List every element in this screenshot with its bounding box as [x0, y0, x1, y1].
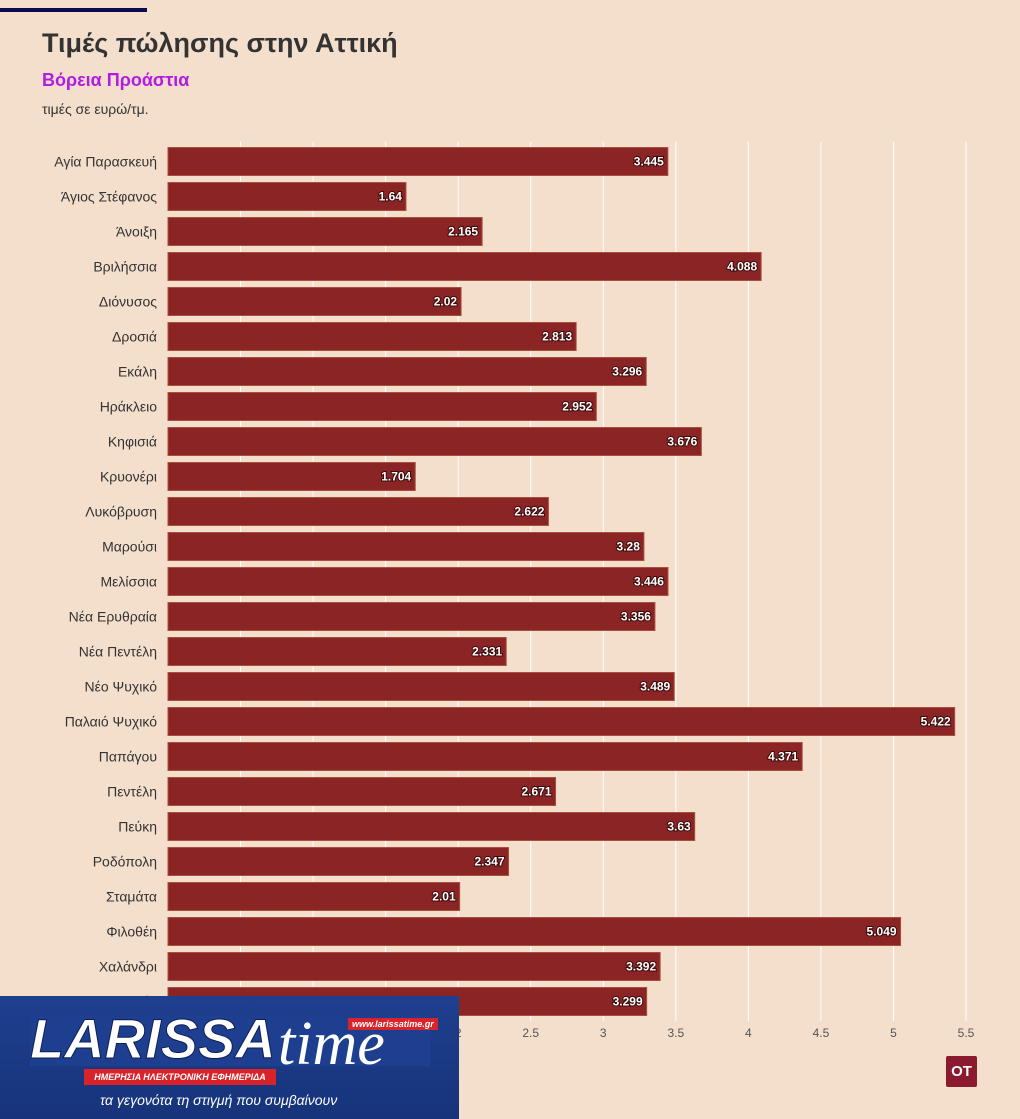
value-label: 3.28 — [617, 540, 641, 554]
value-label: 3.445 — [634, 155, 664, 169]
larissatime-tagline: τα γεγονότα τη στιγμή που συμβαίνουν — [100, 1092, 338, 1108]
bar — [167, 357, 647, 386]
category-label: Νέο Ψυχικό — [85, 679, 158, 695]
bar — [167, 427, 702, 456]
x-tick-label: 4.5 — [813, 1026, 830, 1040]
category-label: Κρυονέρι — [100, 469, 157, 485]
bar — [167, 392, 597, 421]
value-label: 3.63 — [667, 820, 691, 834]
category-label: Βριλήσσια — [93, 259, 157, 275]
value-label: 3.296 — [612, 365, 642, 379]
bar — [167, 287, 462, 316]
value-label: 1.64 — [379, 190, 403, 204]
value-label: 2.671 — [522, 785, 552, 799]
x-tick-label: 5 — [890, 1026, 897, 1040]
larissatime-watermark: LARISSA time www.larissatime.gr ΗΜΕΡΗΣΙΑ… — [0, 996, 459, 1119]
bar — [167, 567, 669, 596]
category-label: Μαρούσι — [102, 539, 157, 555]
value-label: 2.622 — [514, 505, 544, 519]
value-label: 5.422 — [921, 715, 951, 729]
x-tick-label: 5.5 — [958, 1026, 975, 1040]
value-label: 3.676 — [667, 435, 697, 449]
x-tick-label: 4 — [745, 1026, 752, 1040]
bar — [167, 497, 549, 526]
bar — [167, 217, 483, 246]
category-label: Δροσιά — [112, 329, 157, 345]
bar — [167, 742, 803, 771]
category-label: Αγία Παρασκευή — [54, 154, 157, 170]
bar — [167, 707, 956, 736]
bar — [167, 952, 661, 981]
bar — [167, 322, 577, 351]
svg-text:LARISSA: LARISSA — [30, 1008, 276, 1070]
value-label: 4.371 — [768, 750, 798, 764]
bar — [167, 147, 669, 176]
bar — [167, 847, 510, 876]
x-tick-label: 2.5 — [522, 1026, 539, 1040]
bar — [167, 602, 656, 631]
value-label: 2.813 — [542, 330, 572, 344]
category-label: Ροδόπολη — [93, 854, 157, 870]
bar — [167, 882, 461, 911]
value-label: 3.446 — [634, 575, 664, 589]
category-label: Ηράκλειο — [100, 399, 158, 415]
category-label: Πεντέλη — [107, 784, 157, 800]
bar — [167, 672, 675, 701]
x-tick-label: 3.5 — [667, 1026, 684, 1040]
value-label: 4.088 — [727, 260, 757, 274]
category-label: Λυκόβρυση — [85, 504, 157, 520]
bar — [167, 462, 416, 491]
x-tick-label: 3 — [600, 1026, 607, 1040]
category-label: Σταμάτα — [106, 889, 157, 905]
larissatime-url: www.larissatime.gr — [348, 1018, 438, 1030]
value-label: 1.704 — [381, 470, 411, 484]
bar — [167, 777, 557, 806]
value-label: 2.01 — [432, 890, 456, 904]
value-label: 3.299 — [613, 995, 643, 1009]
category-label: Χαλάνδρι — [99, 959, 157, 975]
bar — [167, 637, 507, 666]
value-label: 3.356 — [621, 610, 651, 624]
bar — [167, 252, 762, 281]
bar — [167, 532, 645, 561]
category-label: Παλαιό Ψυχικό — [65, 714, 158, 730]
value-label: 2.165 — [448, 225, 478, 239]
bar — [167, 182, 407, 211]
category-label: Φιλοθέη — [106, 924, 157, 940]
value-label: 2.331 — [472, 645, 502, 659]
unit-note: τιμές σε ευρώ/τμ. — [42, 101, 149, 117]
value-label: 2.952 — [562, 400, 592, 414]
category-label: Άγιος Στέφανος — [61, 189, 157, 205]
chart-title: Τιμές πώλησης στην Αττική — [42, 28, 398, 58]
category-label: Νέα Πεντέλη — [79, 644, 157, 660]
bar — [167, 812, 696, 841]
category-label: Νέα Ερυθραία — [69, 609, 157, 625]
value-label: 3.489 — [640, 680, 670, 694]
top-rule — [0, 8, 147, 12]
category-label: Διόνυσος — [99, 294, 157, 310]
category-label: Μελίσσια — [101, 574, 158, 590]
category-label: Άνοιξη — [116, 224, 157, 240]
larissatime-strip: ΗΜΕΡΗΣΙΑ ΗΛΕΚΤΡΟΝΙΚΗ ΕΦΗΜΕΡΙΔΑ — [84, 1069, 276, 1085]
category-label: Παπάγου — [99, 749, 157, 765]
category-label: Κηφισιά — [108, 434, 157, 450]
value-label: 5.049 — [867, 925, 897, 939]
chart-subtitle: Βόρεια Προάστια — [42, 70, 190, 90]
category-label: Πεύκη — [118, 819, 157, 835]
value-label: 2.347 — [474, 855, 504, 869]
ot-logo: OT — [946, 1056, 977, 1087]
bar — [167, 917, 902, 946]
value-label: 3.392 — [626, 960, 656, 974]
value-label: 2.02 — [434, 295, 458, 309]
category-label: Εκάλη — [118, 364, 157, 380]
